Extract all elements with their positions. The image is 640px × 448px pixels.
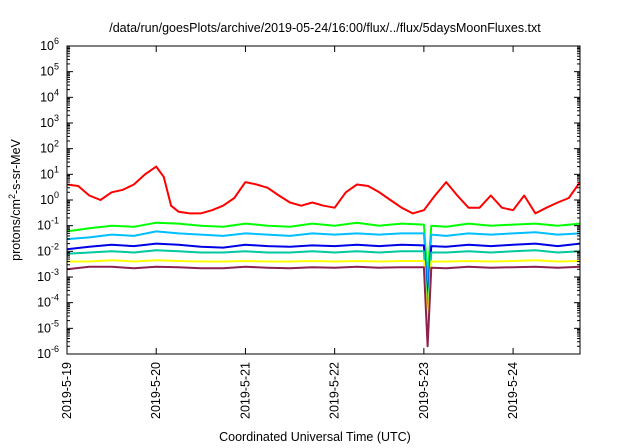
y-tick-base: 10 [40, 193, 54, 207]
y-tick-exp: 6 [54, 36, 59, 46]
y-tick-label: 10-5 [37, 318, 59, 335]
y-tick-exp: 4 [54, 87, 59, 97]
y-tick-label: 10-3 [37, 267, 59, 284]
x-axis-label: Coordinated Universal Time (UTC) [219, 430, 411, 444]
y-tick-base: 10 [37, 296, 51, 310]
y-tick-base: 10 [40, 90, 54, 104]
y-tick-base: 10 [37, 244, 51, 258]
y-tick-base: 10 [40, 65, 54, 79]
y-tick-base: 10 [37, 347, 51, 361]
y-tick-exp: 1 [54, 164, 59, 174]
y-tick-base: 10 [40, 39, 54, 53]
y-tick-exp: 2 [54, 139, 59, 149]
y-tick-exp: -4 [51, 293, 59, 303]
y-tick-exp: -6 [51, 344, 59, 354]
y-tick-label: 102 [40, 139, 59, 156]
series-line-1 [66, 221, 581, 278]
x-tick-label: 2019-5-23 [417, 362, 431, 419]
y-tick-base: 10 [40, 116, 54, 130]
y-tick-base: 10 [37, 219, 51, 233]
y-tick-exp: -1 [51, 216, 59, 226]
y-tick-base: 10 [40, 167, 54, 181]
y-tick-exp: 3 [54, 113, 59, 123]
series-line-3 [66, 242, 581, 304]
x-tick-label: 2019-5-22 [328, 362, 342, 419]
x-axis: 2019-5-19 2019-5-20 2019-5-21 2019-5-22 2019… [60, 46, 520, 419]
y-tick-label: 10-2 [37, 241, 59, 258]
x-tick-label: 2019-5-24 [506, 362, 520, 419]
y-tick-exp: 0 [54, 190, 59, 200]
y-tick-label: 104 [40, 87, 59, 104]
y-tick-label: 10-4 [37, 293, 59, 310]
y-axis-label-main: protons/cm [9, 199, 23, 261]
y-tick-exp: -5 [51, 318, 59, 328]
y-tick-base: 10 [40, 142, 54, 156]
x-tick-label: 2019-5-19 [60, 362, 74, 419]
chart-title: /data/run/goesPlots/archive/2019-05-24/1… [109, 21, 541, 35]
y-tick-label: 10-1 [37, 216, 59, 233]
y-axis-label: protons/cm2-s-sr-MeV [7, 138, 23, 260]
x-tick-label: 2019-5-20 [149, 362, 163, 419]
y-tick-label: 103 [40, 113, 59, 130]
series-line-0 [66, 165, 581, 215]
series-line-5 [67, 259, 581, 330]
y-tick-label: 101 [40, 164, 59, 181]
y-tick-exp: -2 [51, 241, 59, 251]
y-tick-exp: -3 [51, 267, 59, 277]
y-axis-label-rest: -s-sr-MeV [9, 138, 23, 194]
y-tick-label: 10-6 [37, 344, 59, 361]
y-tick-label: 100 [40, 190, 59, 207]
series-line-4 [66, 249, 581, 312]
x-tick-label: 2019-5-21 [238, 362, 252, 419]
y-tick-exp: 5 [54, 62, 59, 72]
y-tick-base: 10 [37, 321, 51, 335]
y-axis: 10-610-510-410-310-210-11001011021031041… [37, 36, 580, 361]
series-line-6 [66, 265, 581, 348]
y-axis-label-sup: 2 [7, 194, 17, 199]
y-tick-base: 10 [37, 270, 51, 284]
series-line-2 [66, 230, 581, 292]
y-tick-label: 105 [40, 62, 59, 79]
series-layer [66, 165, 581, 348]
y-tick-label: 106 [40, 36, 59, 53]
plot-frame [66, 45, 581, 355]
